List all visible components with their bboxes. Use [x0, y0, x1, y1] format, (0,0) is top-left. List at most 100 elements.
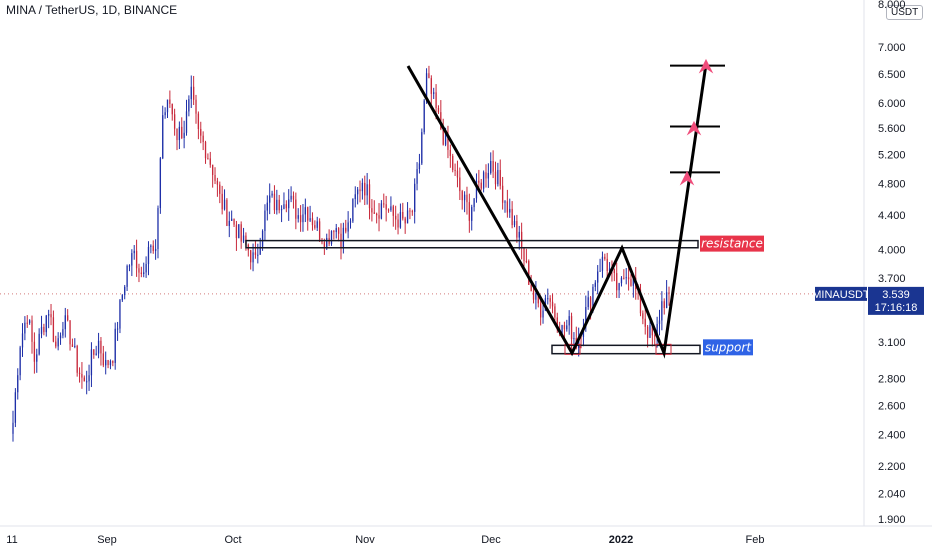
- price-tag-bg: [868, 286, 924, 315]
- candle-body: [447, 133, 449, 150]
- candle-body: [183, 132, 185, 139]
- support-label: support: [705, 340, 752, 354]
- grid-layer: [0, 0, 932, 527]
- time-tick-label: Oct: [224, 534, 241, 546]
- candle-body: [535, 292, 537, 300]
- candle-body: [549, 298, 551, 302]
- price-tick-label: 2.040: [878, 488, 906, 500]
- ticker-tag: MINAUSDT: [812, 289, 870, 301]
- candle-body: [162, 115, 164, 159]
- candle-body: [456, 170, 459, 178]
- price-axis[interactable]: 8.000 7.000 6.500 6.000 5.600 5.200 4.800 4.400…: [878, 0, 906, 526]
- candle-body: [95, 353, 97, 355]
- candle-body: [43, 326, 45, 333]
- price-tick-label: 7.000: [878, 42, 906, 54]
- candle-body: [100, 340, 102, 354]
- candle-body: [285, 204, 287, 209]
- candle-body: [318, 221, 321, 240]
- candle-body: [359, 189, 361, 192]
- candle-body: [171, 103, 173, 115]
- candle-body: [473, 198, 475, 208]
- candle-body: [271, 193, 273, 196]
- candle-body: [651, 325, 654, 336]
- candle-body: [140, 272, 143, 274]
- candle-body: [288, 199, 290, 209]
- candle-body: [78, 372, 81, 375]
- candle-body: [480, 182, 482, 189]
- candle-body: [461, 191, 463, 201]
- candle-body: [387, 209, 390, 211]
- candle-body: [504, 201, 506, 203]
- candle-body: [656, 323, 658, 336]
- candle-body: [259, 246, 261, 255]
- candle-body: [309, 218, 311, 221]
- candle-body: [28, 320, 31, 324]
- candle-body: [21, 333, 24, 348]
- candle-body: [654, 335, 656, 337]
- candle-body: [613, 269, 615, 274]
- price-tick-label: 5.600: [878, 123, 906, 135]
- candle-body: [150, 245, 152, 247]
- candle-body: [442, 129, 444, 145]
- candle-body: [33, 341, 36, 362]
- candle-body: [228, 220, 230, 226]
- candle-body: [145, 264, 147, 273]
- candle-body: [195, 99, 197, 114]
- candle-body: [347, 222, 349, 232]
- candle-body: [112, 360, 114, 363]
- candle-body: [349, 221, 352, 223]
- candle-body: [207, 158, 209, 160]
- time-tick-label: Dec: [481, 534, 501, 546]
- candle-body: [471, 207, 473, 221]
- candle-body: [36, 354, 38, 362]
- candle-body: [428, 73, 430, 79]
- candle-body: [235, 224, 238, 239]
- price-tag-value: 3.539: [882, 289, 910, 301]
- candle-body: [375, 213, 378, 216]
- candle-body: [509, 208, 511, 213]
- currency-badge[interactable]: USDT: [886, 5, 924, 20]
- candle-body: [418, 163, 421, 170]
- candle-body: [59, 335, 62, 339]
- candle-body: [192, 86, 195, 100]
- candle-body: [219, 184, 221, 194]
- price-tick-label: 5.200: [878, 150, 906, 162]
- candle-body: [482, 172, 485, 189]
- candle-body: [114, 328, 116, 363]
- candle-body: [157, 208, 159, 249]
- candle-body: [639, 289, 642, 314]
- candle-body: [433, 92, 435, 94]
- candle-body: [257, 254, 259, 256]
- price-tick-label: 6.000: [878, 98, 906, 110]
- time-tick-label: 2022: [609, 534, 633, 546]
- candle-body: [314, 225, 316, 228]
- candle-body: [81, 374, 83, 378]
- candle-body: [487, 172, 490, 179]
- candle-body: [278, 199, 280, 211]
- candle-body: [197, 113, 200, 129]
- candle-body: [105, 360, 107, 366]
- candle-body: [513, 221, 516, 226]
- candle-body: [269, 195, 271, 203]
- candle-body: [40, 326, 43, 334]
- candle-body: [24, 322, 26, 334]
- candle-body: [135, 250, 138, 269]
- candle-body: [86, 381, 88, 383]
- support-zone: [551, 344, 701, 355]
- target-arrow-icon: [686, 120, 702, 136]
- pattern-line: [406, 63, 708, 359]
- candle-body: [632, 277, 635, 286]
- candle-body: [231, 218, 233, 221]
- candle-body: [411, 211, 413, 213]
- candle-body: [563, 325, 566, 330]
- candle-body: [69, 320, 71, 345]
- candle-body: [45, 315, 47, 333]
- candle-body: [333, 231, 335, 233]
- candle-body: [76, 345, 78, 373]
- time-axis[interactable]: 11 Sep Oct Nov Dec 2022 Feb: [6, 534, 764, 546]
- candle-body: [623, 277, 625, 279]
- drawings-layer: resistance support: [245, 58, 764, 359]
- candle-body: [511, 208, 513, 226]
- candle-body: [326, 237, 328, 249]
